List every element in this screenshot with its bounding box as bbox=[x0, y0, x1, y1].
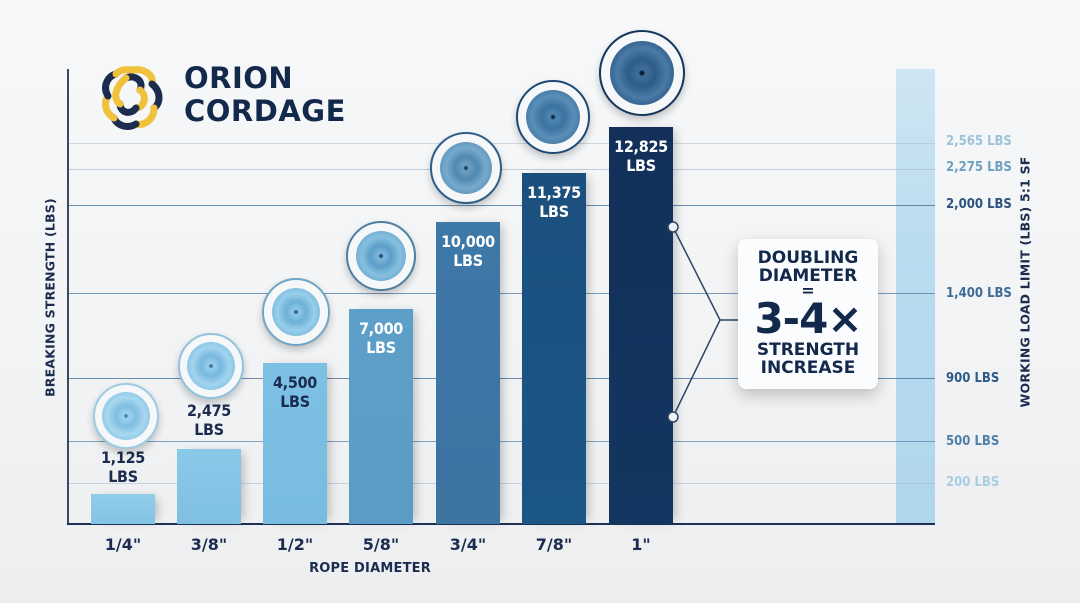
rope-coil-seven-eighths-inch bbox=[516, 80, 590, 154]
gridline bbox=[69, 441, 935, 442]
x-tick-label: 3/4" bbox=[449, 535, 487, 554]
rope-coil-icon bbox=[102, 392, 150, 440]
rope-coil-half-inch bbox=[262, 278, 330, 346]
bar-value-label: 7,000 LBS bbox=[358, 319, 404, 357]
gridline bbox=[69, 483, 935, 484]
bar-three-quarter-inch: 10,000 LBS bbox=[436, 222, 500, 524]
x-tick-label: 1/4" bbox=[104, 535, 142, 554]
brand-name: ORION CORDAGE bbox=[184, 62, 346, 128]
x-axis-title: ROPE DIAMETER bbox=[309, 561, 431, 576]
callout-box: DOUBLING DIAMETER = 3-4× STRENGTH INCREA… bbox=[738, 239, 878, 389]
x-tick-label: 1" bbox=[631, 535, 651, 554]
rope-coil-three-eighths-inch bbox=[178, 333, 244, 399]
callout-multiplier: 3-4× bbox=[754, 294, 862, 343]
working-load-column bbox=[896, 69, 935, 524]
bar-value-label: 10,000 LBS bbox=[441, 232, 495, 270]
x-tick-label: 5/8" bbox=[362, 535, 400, 554]
wll-tick-label: 1,400 LBS bbox=[946, 286, 1012, 301]
brand-logo bbox=[96, 62, 168, 134]
connector-node-icon bbox=[667, 221, 679, 233]
bar-value-label: 1,125 LBS bbox=[100, 448, 146, 486]
bar-value-label: 12,825 LBS bbox=[614, 137, 668, 175]
gridline bbox=[69, 205, 935, 206]
bar-value-label: 11,375 LBS bbox=[527, 183, 581, 221]
rope-coil-three-quarter-inch bbox=[430, 132, 502, 204]
callout-line2: DIAMETER bbox=[758, 266, 858, 286]
callout-equals: = bbox=[801, 281, 815, 300]
x-axis-line bbox=[67, 523, 935, 525]
y-axis-title-right: WORKING LOAD LIMIT (LBS) 5:1 SF bbox=[1017, 156, 1033, 408]
gridline bbox=[69, 378, 935, 379]
bar-value-label: 4,500 LBS bbox=[272, 373, 318, 411]
bar-three-eighths-inch: 2,475 LBS bbox=[177, 401, 241, 524]
gridline bbox=[69, 143, 935, 144]
bar-five-eighths-inch: 7,000 LBS bbox=[349, 309, 413, 524]
brand-name-line1: ORION bbox=[184, 61, 294, 95]
callout-line3: STRENGTH bbox=[756, 340, 860, 360]
bar-one-inch: 12,825 LBS bbox=[609, 127, 673, 524]
wll-tick-label: 900 LBS bbox=[946, 371, 1000, 386]
wll-tick-label: 2,275 LBS bbox=[946, 160, 1012, 175]
brand-name-line2: CORDAGE bbox=[184, 94, 346, 128]
rope-coil-icon bbox=[272, 288, 320, 336]
bar-half-inch: 4,500 LBS bbox=[263, 363, 327, 524]
x-tick-label: 3/8" bbox=[190, 535, 228, 554]
gridline bbox=[69, 293, 935, 294]
bar-value-label: 2,475 LBS bbox=[186, 401, 232, 439]
rope-coil-five-eighths-inch bbox=[346, 221, 416, 291]
wll-tick-label: 2,565 LBS bbox=[946, 134, 1012, 149]
bar-seven-eighths-inch: 11,375 LBS bbox=[522, 173, 586, 524]
wll-tick-label: 500 LBS bbox=[946, 434, 1000, 449]
wll-tick-label: 200 LBS bbox=[946, 475, 1000, 490]
rope-coil-icon bbox=[526, 90, 580, 144]
knot-logo-icon bbox=[102, 66, 163, 130]
rope-coil-quarter-inch bbox=[93, 383, 159, 449]
connector-node-icon bbox=[667, 411, 679, 423]
rope-coil-icon bbox=[610, 41, 674, 105]
rope-coil-icon bbox=[187, 342, 235, 390]
bar-quarter-inch: 1,125 LBS bbox=[91, 448, 155, 524]
rope-coil-one-inch bbox=[599, 30, 685, 116]
callout-line1: DOUBLING bbox=[757, 248, 859, 268]
y-axis-line bbox=[67, 69, 69, 525]
wll-tick-label: 2,000 LBS bbox=[946, 197, 1012, 212]
rope-coil-icon bbox=[440, 142, 492, 194]
y-axis-title-left: BREAKING STRENGTH (LBS) bbox=[42, 198, 58, 397]
bracket-connector bbox=[667, 221, 740, 423]
rope-coil-icon bbox=[356, 231, 406, 281]
callout-line4: INCREASE bbox=[760, 358, 856, 378]
x-tick-label: 7/8" bbox=[535, 535, 573, 554]
gridline bbox=[69, 169, 935, 170]
x-tick-label: 1/2" bbox=[276, 535, 314, 554]
